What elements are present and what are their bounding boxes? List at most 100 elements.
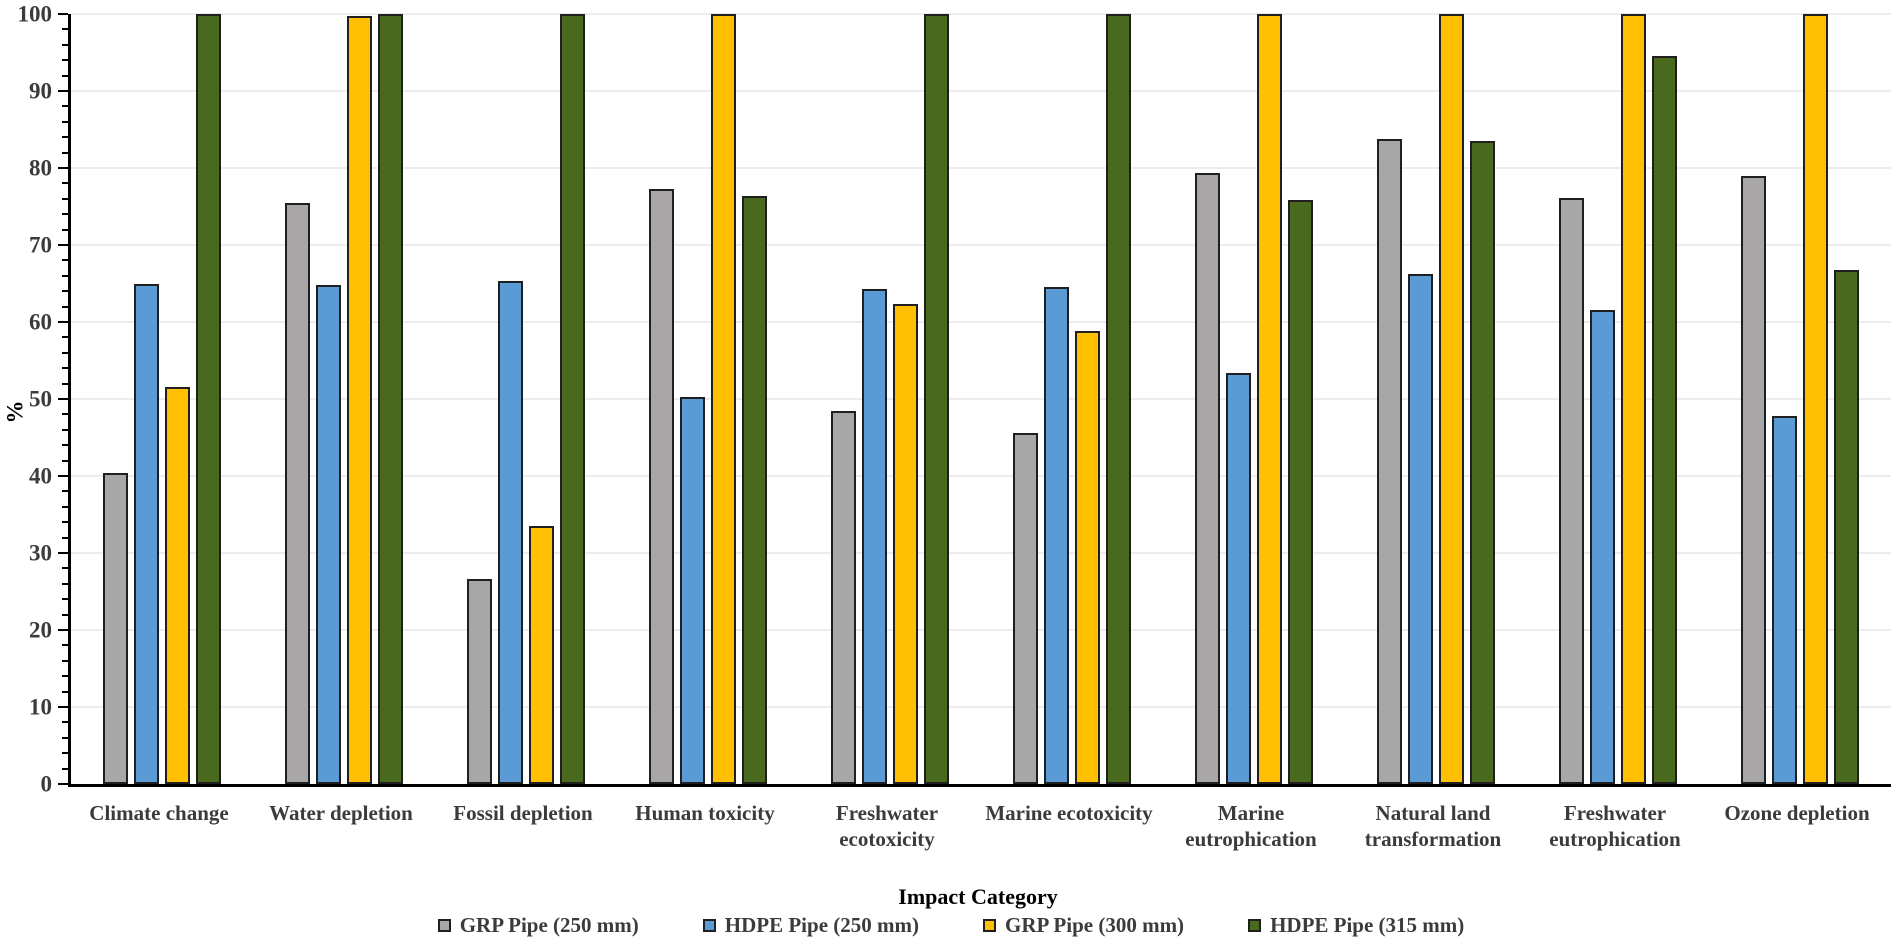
bar-group-3 [617, 14, 799, 784]
bar-group-4 [799, 14, 981, 784]
minor-tick-72 [62, 228, 68, 231]
bar [831, 411, 856, 784]
bar-group-2 [435, 14, 617, 784]
minor-tick-78 [62, 182, 68, 185]
y-tick-label-90: 90 [29, 78, 52, 104]
major-tick-50 [58, 398, 68, 400]
bar [378, 14, 403, 784]
minor-tick-66 [62, 274, 68, 277]
legend-swatch-icon [1248, 919, 1262, 932]
y-tick-label-0: 0 [40, 771, 53, 797]
minor-tick-8 [62, 721, 68, 724]
bar [1439, 14, 1464, 784]
y-tick-label-60: 60 [29, 309, 52, 335]
minor-tick-94 [62, 59, 68, 62]
bar [924, 14, 949, 784]
x-label-1: Water depletion [269, 801, 413, 825]
x-label-5: Marine ecotoxicity [985, 801, 1153, 825]
bar [893, 304, 918, 784]
major-tick-90 [58, 90, 68, 92]
minor-tick-26 [62, 582, 68, 585]
minor-tick-82 [62, 151, 68, 154]
bar [1013, 432, 1038, 784]
x-label-2: Fossil depletion [453, 801, 593, 825]
legend-item-3: HDPE Pipe (315 mm) [1248, 915, 1464, 936]
y-tick-label-20: 20 [29, 617, 52, 643]
minor-tick-42 [62, 459, 68, 462]
gridline-100 [71, 13, 1891, 15]
major-tick-70 [58, 244, 68, 246]
bar [1621, 14, 1646, 784]
bar-group-7 [1345, 14, 1527, 784]
minor-tick-88 [62, 105, 68, 108]
bar [1803, 14, 1828, 784]
bar-group-5 [981, 14, 1163, 784]
y-tick-label-10: 10 [29, 694, 52, 720]
minor-tick-14 [62, 675, 68, 678]
minor-tick-34 [62, 521, 68, 524]
bar-group-1 [253, 14, 435, 784]
plot-area [58, 13, 1891, 787]
minor-tick-52 [62, 382, 68, 385]
bar [467, 579, 492, 784]
bar [1559, 198, 1584, 784]
y-tick-label-50: 50 [29, 386, 52, 412]
bar [316, 285, 341, 784]
bar [1741, 175, 1766, 784]
bar [1226, 372, 1251, 784]
y-tick-label-70: 70 [29, 232, 52, 258]
minor-tick-92 [62, 74, 68, 77]
gridline-50 [71, 398, 1891, 400]
minor-tick-68 [62, 259, 68, 262]
bar [1075, 331, 1100, 784]
bar-group-9 [1709, 14, 1891, 784]
minor-tick-38 [62, 490, 68, 493]
bar [1470, 141, 1495, 784]
bar [1590, 309, 1615, 784]
minor-tick-84 [62, 136, 68, 139]
minor-tick-58 [62, 336, 68, 339]
y-tick-label-100: 100 [17, 1, 53, 27]
minor-tick-56 [62, 351, 68, 354]
bar [711, 14, 736, 784]
bar [1377, 138, 1402, 784]
gridline-90 [71, 90, 1891, 92]
minor-tick-64 [62, 290, 68, 293]
minor-tick-74 [62, 213, 68, 216]
minor-tick-46 [62, 428, 68, 431]
minor-tick-86 [62, 120, 68, 123]
legend-item-1: HDPE Pipe (250 mm) [702, 913, 919, 937]
major-tick-20 [58, 629, 68, 631]
legend-label: GRP Pipe (300 mm) [1005, 913, 1185, 937]
bar [862, 288, 887, 784]
bar [347, 16, 372, 784]
bar [1408, 274, 1433, 784]
legend-label: GRP Pipe (250 mm) [459, 913, 639, 937]
bar [1257, 14, 1282, 784]
bar [742, 195, 767, 784]
minor-tick-76 [62, 197, 68, 200]
bar [165, 387, 190, 784]
bar [649, 188, 674, 784]
minor-tick-44 [62, 444, 68, 447]
bar [1195, 173, 1220, 784]
minor-tick-4 [62, 752, 68, 755]
gridline-70 [71, 244, 1891, 246]
minor-tick-2 [62, 767, 68, 770]
bar [1288, 199, 1313, 784]
x-label-4: Freshwater ecotoxicity [835, 801, 939, 852]
legend-swatch-icon [437, 919, 451, 932]
legend-label: HDPE Pipe (250 mm) [724, 913, 919, 937]
x-axis-category-labels: Climate change Water depletion Fossil depl… [68, 800, 1888, 853]
bar [1772, 415, 1797, 784]
legend: GRP Pipe (250 mm) HDPE Pipe (250 mm) GRP P… [0, 915, 1902, 936]
y-tick-label-80: 80 [29, 155, 52, 181]
minor-tick-22 [62, 613, 68, 616]
bar [560, 14, 585, 784]
gridline-20 [71, 629, 1891, 631]
legend-item-2: GRP Pipe (300 mm) [983, 915, 1184, 936]
gridline-40 [71, 475, 1891, 477]
bar-group-0 [71, 14, 253, 784]
minor-tick-98 [62, 28, 68, 31]
